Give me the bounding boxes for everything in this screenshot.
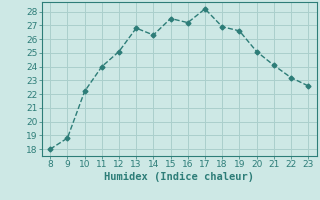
X-axis label: Humidex (Indice chaleur): Humidex (Indice chaleur) xyxy=(104,172,254,182)
